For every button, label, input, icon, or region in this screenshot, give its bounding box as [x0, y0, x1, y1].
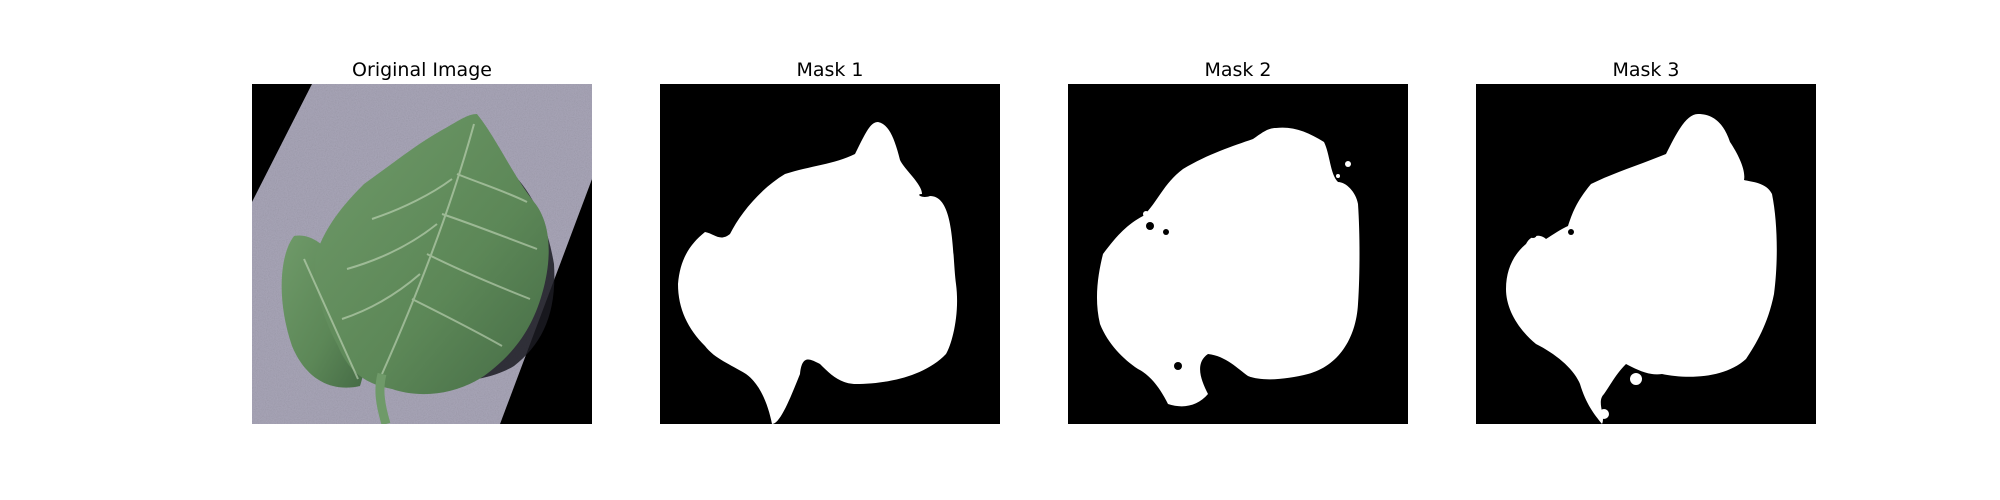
panel-mask-1: Mask 1 — [660, 0, 1000, 430]
panel-mask-3: Mask 3 — [1476, 0, 1816, 430]
mask-speckles — [1599, 373, 1642, 419]
panel-original-image: Original Image — [252, 0, 592, 430]
panel-title: Mask 2 — [1204, 59, 1272, 81]
panel-title: Mask 1 — [796, 59, 864, 81]
panel-mask-2: Mask 2 — [1068, 0, 1408, 430]
mask-holes — [1529, 229, 1574, 238]
panel-title: Original Image — [352, 59, 492, 81]
mask-region — [1096, 127, 1360, 407]
mask-region — [678, 122, 958, 424]
mask-3-image — [1476, 84, 1816, 424]
mask-1-image — [660, 84, 1000, 424]
mask-speckles — [1143, 161, 1351, 405]
panel-title: Mask 3 — [1612, 59, 1680, 81]
mask-2-image — [1068, 84, 1408, 424]
original-leaf-image — [252, 84, 592, 424]
mask-holes — [1146, 222, 1182, 370]
mask-region — [1506, 114, 1777, 424]
